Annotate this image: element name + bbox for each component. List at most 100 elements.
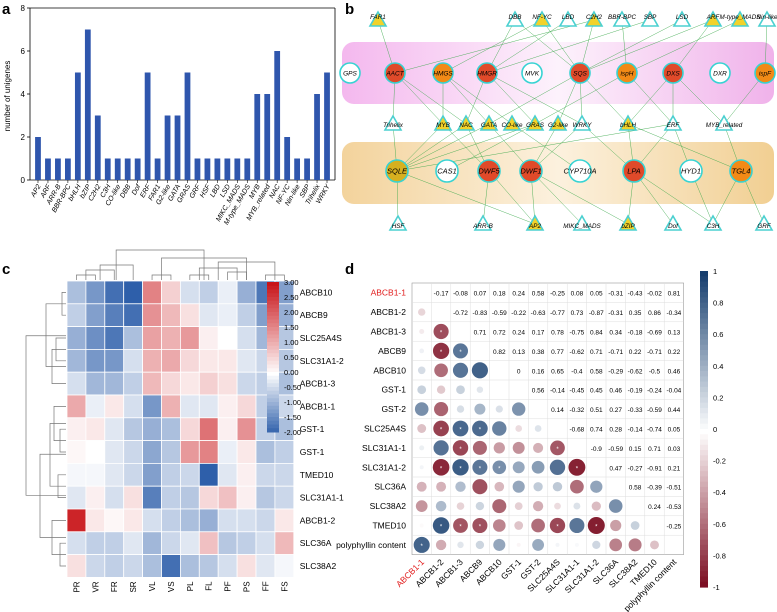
correlation-circle: [419, 445, 425, 451]
y-tick-label: 2: [21, 133, 26, 142]
correlation-value: -0.33: [628, 407, 643, 414]
legend-swatch: [267, 413, 279, 418]
tf-label-MYB_related: MYB_related: [706, 122, 743, 129]
significance-mark: *: [459, 428, 462, 434]
correlation-colorbar: 1 0.8 0.6 0.4 0.2 0 -0.2 -0.4 -0.6 -0.8 -1: [700, 267, 726, 592]
edge: [396, 170, 536, 225]
row-label: SLC38A2: [370, 501, 407, 511]
row-label: GST-2: [381, 404, 406, 414]
legend-swatch: [267, 282, 279, 287]
heatmap-cell: [85, 303, 106, 327]
correlation-value: 0.16: [532, 368, 545, 375]
row-dendrogram-branch: [45, 303, 66, 367]
tf-label-bZIP: bZIP: [621, 223, 635, 230]
colorbar-swatch: [700, 276, 708, 283]
correlation-value: -0.14: [550, 388, 565, 395]
correlation-circle: [533, 442, 544, 453]
significance-mark: *: [440, 350, 443, 356]
legend-swatch: [267, 323, 279, 328]
colorbar-swatch: [700, 381, 708, 388]
correlation-value: 0.47: [609, 465, 622, 472]
tf-node-ARF: [703, 10, 723, 27]
enzyme-node-SQLE: [385, 159, 409, 183]
panel-b-label: b: [345, 1, 354, 18]
y-tick-label: 8: [21, 4, 26, 13]
colorbar-swatch: [700, 328, 708, 335]
correlation-circle: [570, 479, 584, 494]
heatmap-cell: [66, 417, 87, 441]
correlation-value: -0.04: [666, 388, 681, 395]
heatmap-cell: [85, 371, 106, 396]
heatmap-cell: [66, 531, 87, 555]
heatmap-cell: [217, 462, 238, 487]
correlation-value: 0.58: [590, 368, 603, 375]
correlation-circle: [512, 441, 525, 454]
correlation-circle: [472, 440, 487, 455]
correlation-circle: [630, 521, 640, 530]
legend-swatch: [267, 409, 279, 414]
colorbar-swatch: [700, 502, 708, 509]
heatmap-cell: [142, 394, 162, 419]
tf-node-M-type_MADS: [730, 10, 750, 27]
edge: [579, 19, 714, 74]
heatmap-cell: [85, 348, 106, 373]
legend-swatch: [267, 417, 279, 422]
correlation-circle: [433, 440, 449, 456]
enzyme-node-DXS: [662, 62, 684, 84]
tf-node-GRAS: [525, 114, 545, 131]
heatmap-cell: [104, 554, 125, 578]
column-label: PL: [186, 581, 195, 591]
correlation-value: 0.13: [668, 330, 681, 337]
colorbar-swatch: [700, 360, 708, 367]
colorbar-swatch: [700, 365, 708, 372]
heatmap-cell: [104, 348, 125, 373]
enzyme-node-AACT: [384, 62, 406, 84]
correlation-value: 0.38: [532, 349, 545, 356]
bar-axes: 02468AP2ARFARR-BBBR-BPCbHLHbZIPC2H2C3HCO…: [21, 4, 336, 226]
colorbar-swatch: [700, 334, 708, 341]
row-label: TMED10: [372, 521, 406, 531]
significance-mark: *: [440, 428, 443, 434]
edge: [579, 72, 629, 125]
enzyme-label-SQLE: SQLE: [387, 167, 408, 176]
correlation-circle: [434, 363, 448, 378]
colorbar-swatch: [700, 544, 708, 551]
heatmap-cell: [274, 508, 295, 533]
colorbar-swatch: [700, 481, 708, 488]
correlation-circle: [549, 517, 566, 534]
correlation-value: 0.84: [590, 330, 603, 337]
heatmap-cell: [142, 326, 162, 350]
heatmap-cell: [179, 371, 200, 396]
legend-swatch: [267, 319, 279, 324]
heatmap-cell: [66, 554, 87, 578]
heatmap-cell: [198, 462, 219, 487]
heatmap-cell: [104, 531, 125, 555]
colorbar-swatch: [700, 539, 708, 546]
heatmap-cell: [104, 462, 125, 487]
correlation-circle: [574, 542, 579, 547]
tf-label-SBP: SBP: [644, 14, 657, 21]
heatmap-cell: [85, 531, 106, 555]
legend-swatch: [267, 334, 279, 339]
correlation-value: -0.9: [591, 446, 603, 453]
legend-tick: 2.00: [284, 308, 299, 317]
heatmap-cell: [255, 554, 276, 578]
heatmap-cell: [161, 371, 181, 396]
correlation-circle: [433, 323, 449, 340]
tf-label-C2H2: C2H2: [586, 14, 603, 21]
significance-mark: *: [440, 331, 443, 337]
heatmap-cell: [161, 554, 181, 578]
bar-GRF: [194, 158, 201, 180]
heatmap-cell: [161, 348, 181, 373]
correlation-circle: [512, 480, 525, 493]
colorbar-swatch: [700, 455, 708, 462]
colorbar-swatch: [700, 413, 708, 420]
correlation-value: -0.08: [453, 291, 468, 298]
significance-mark: *: [421, 544, 424, 550]
enzyme-label-HMGR: HMGR: [477, 71, 497, 78]
column-label: GST-1: [499, 557, 524, 582]
heatmap-labels: ABCB10 ABCB9 SLC25A4S SLC31A1-2 ABCB1-3 ABCB1…: [72, 287, 344, 592]
tf-node-C3H: [703, 214, 723, 231]
significance-mark: *: [440, 525, 443, 531]
heatmap-cell: [198, 554, 219, 578]
